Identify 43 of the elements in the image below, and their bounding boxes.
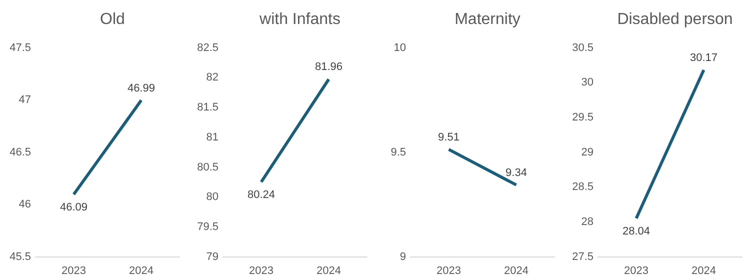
y-tick-label: 29	[581, 146, 594, 158]
y-tick-label: 47	[18, 94, 31, 106]
data-label: 30.17	[690, 52, 718, 64]
y-tick-label: 10	[394, 42, 406, 54]
y-tick-label: 28	[581, 216, 594, 228]
chart-title: Maternity	[454, 11, 520, 28]
y-tick-label: 81	[206, 131, 218, 144]
y-tick-label: 81.5	[197, 102, 218, 114]
x-tick-label: 2023	[624, 265, 648, 277]
y-tick-label: 80	[206, 191, 218, 204]
y-tick-label: 28.5	[572, 181, 594, 194]
y-tick-label: 9	[400, 250, 406, 263]
y-tick-label: 79	[206, 250, 218, 263]
data-label: 28.04	[622, 225, 650, 238]
data-label: 9.34	[506, 166, 527, 179]
x-tick-label: 2024	[316, 265, 341, 277]
x-tick-label: 2023	[62, 265, 86, 277]
x-tick-label: 2024	[692, 265, 716, 277]
y-tick-label: 30	[581, 76, 594, 89]
y-tick-label: 47.5	[10, 42, 31, 54]
y-tick-label: 80.5	[197, 161, 218, 174]
y-tick-label: 82.5	[197, 42, 218, 54]
chart-title: Disabled person	[617, 11, 733, 28]
y-tick-label: 46	[18, 198, 31, 211]
x-tick-label: 2023	[436, 265, 461, 277]
chart-title: with Infants	[258, 11, 340, 28]
y-tick-label: 46.5	[10, 146, 31, 158]
chart-title: Old	[100, 11, 125, 28]
y-tick-label: 29.5	[572, 112, 594, 124]
y-tick-label: 82	[206, 72, 218, 84]
data-label: 9.51	[438, 131, 460, 144]
y-tick-label: 9.5	[390, 146, 406, 158]
data-label: 46.09	[60, 201, 88, 214]
x-tick-label: 2024	[129, 265, 154, 277]
x-tick-label: 2024	[504, 265, 528, 277]
data-label: 46.99	[127, 82, 156, 94]
data-label: 81.96	[314, 61, 343, 74]
x-tick-label: 2023	[249, 265, 274, 277]
y-tick-label: 45.5	[10, 250, 31, 263]
y-tick-label: 30.5	[572, 42, 594, 54]
data-label: 80.24	[247, 188, 276, 201]
y-tick-label: 27.5	[572, 250, 594, 263]
y-tick-label: 79.5	[197, 220, 218, 233]
